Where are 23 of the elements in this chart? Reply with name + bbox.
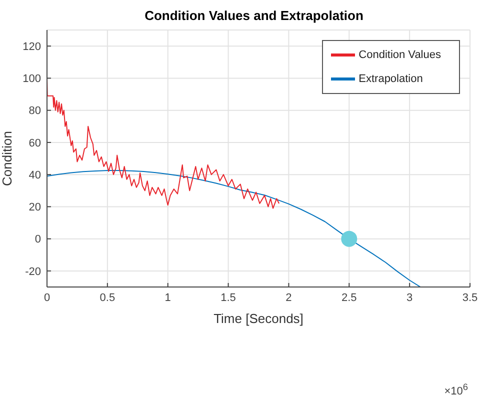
x-tick-label: 0.5 bbox=[100, 292, 116, 304]
text: ×10$^{6}$ bbox=[444, 382, 468, 398]
y-tick-label: 0 bbox=[34, 234, 41, 246]
y-axis-title: Condition bbox=[0, 131, 15, 186]
y-tick-label: 120 bbox=[22, 40, 41, 53]
y-tick-label: 60 bbox=[28, 137, 41, 150]
x-tick-label: 2 bbox=[286, 292, 292, 304]
y-tick-label: 80 bbox=[28, 105, 41, 118]
x-tick-label: 2.5 bbox=[341, 292, 357, 304]
y-tick-label: 40 bbox=[28, 169, 41, 182]
x-tick-label: 3 bbox=[406, 292, 413, 304]
x-axis-title: Time [Seconds] bbox=[214, 311, 304, 326]
y-tick-label: 20 bbox=[28, 202, 41, 214]
legend-label: Extrapolation bbox=[358, 72, 423, 85]
chart-title: Condition Values and Extrapolation bbox=[144, 8, 364, 23]
y-tick-label: 100 bbox=[22, 73, 41, 86]
x-tick-label: 1 bbox=[164, 292, 171, 304]
legend-label: Condition Values bbox=[358, 48, 441, 61]
x-tick-label: 1.5 bbox=[220, 292, 236, 304]
y-tick-label: -20 bbox=[25, 266, 41, 278]
line-series bbox=[47, 170, 421, 287]
x-tick-label: 0 bbox=[44, 292, 50, 304]
x-tick-label: 3.5 bbox=[462, 292, 478, 304]
